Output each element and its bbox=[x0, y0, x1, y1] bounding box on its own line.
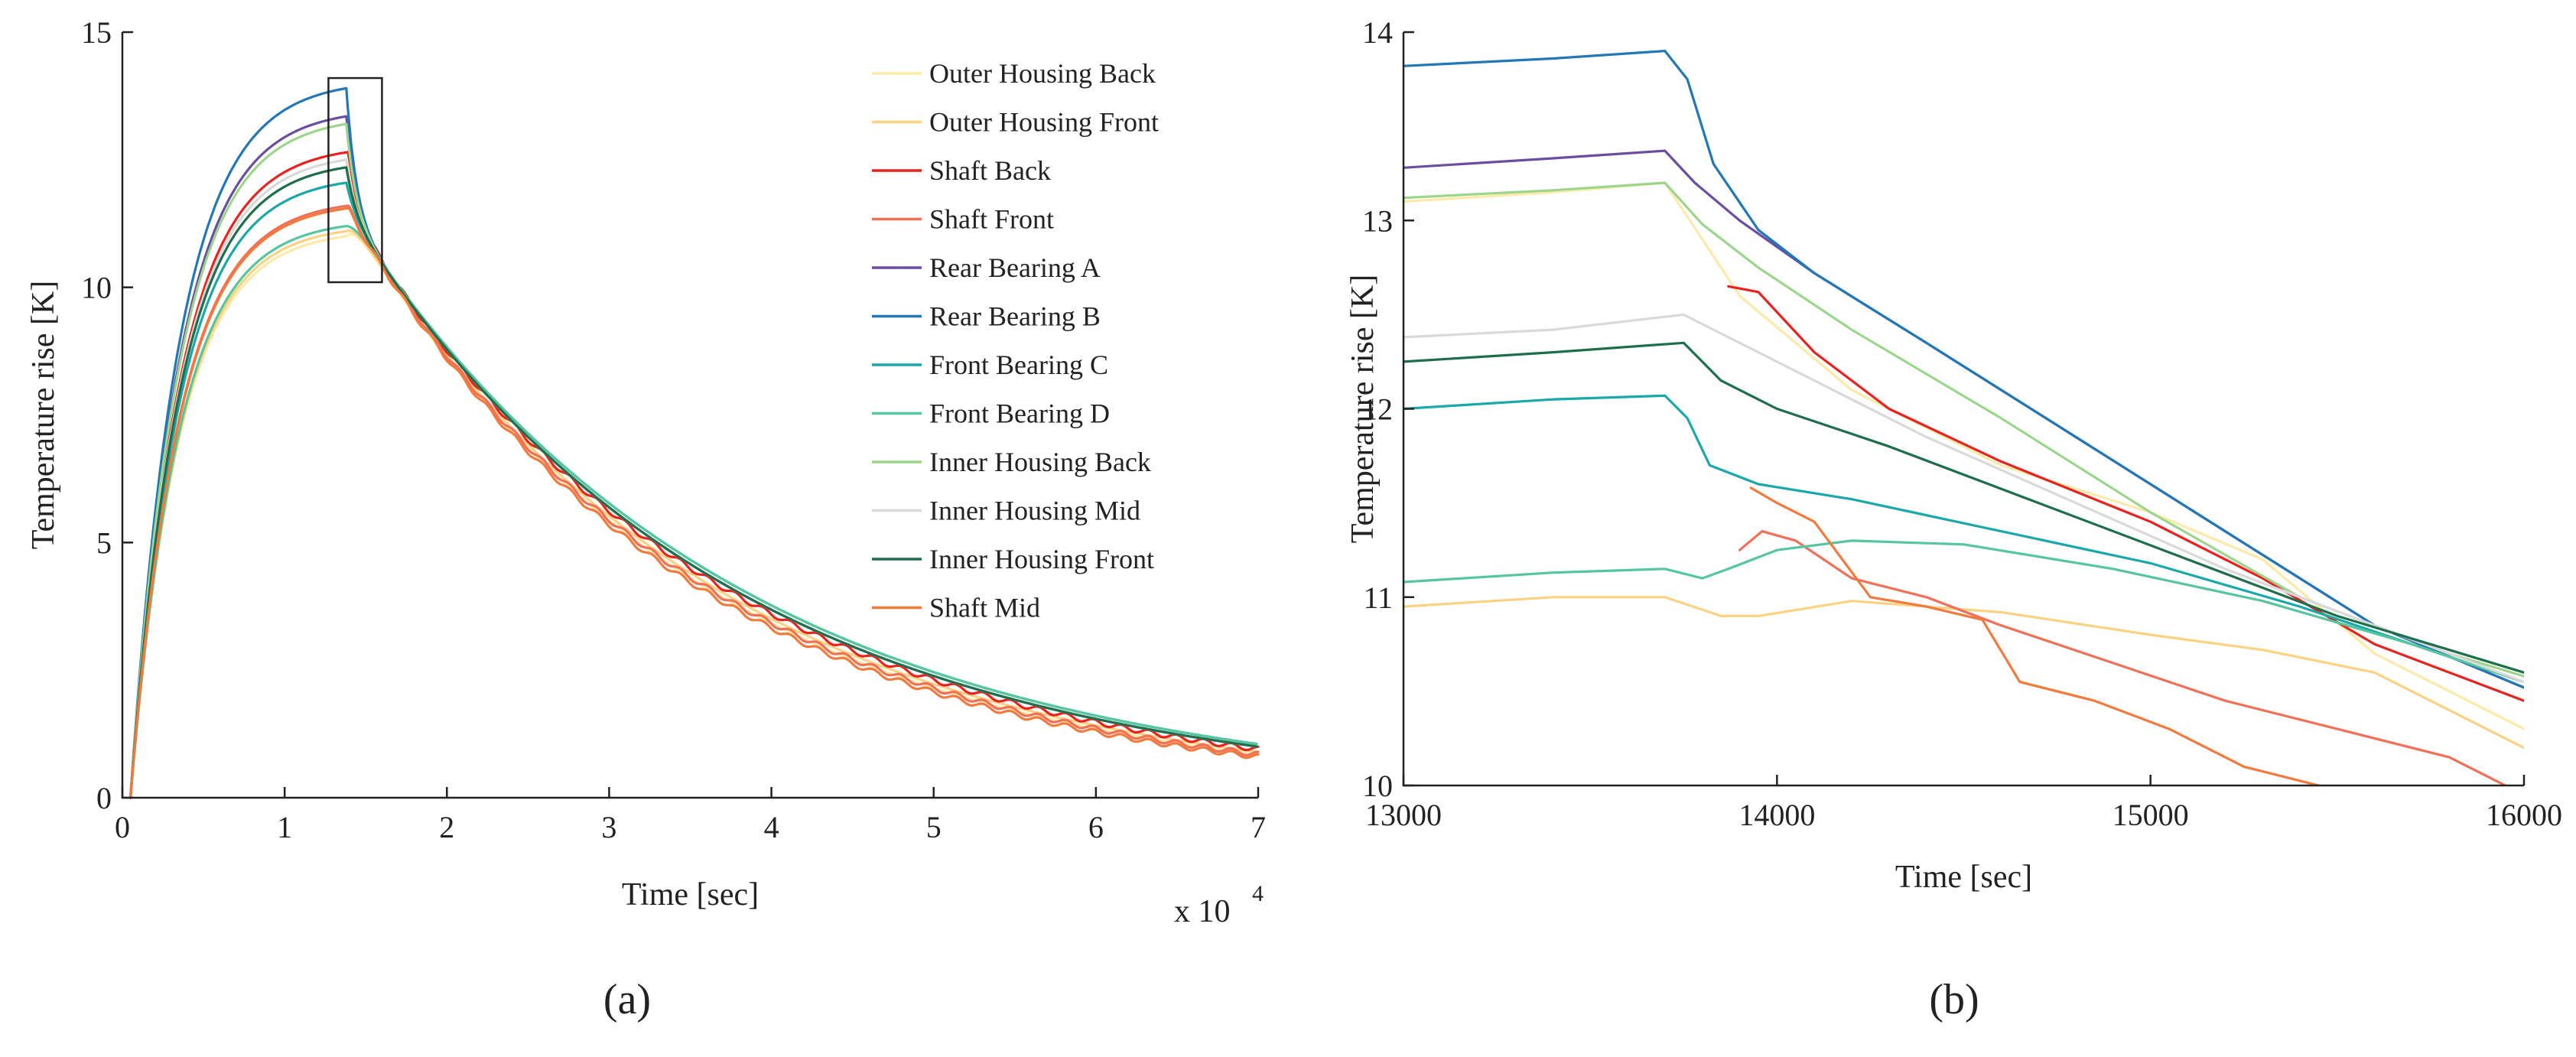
panel-a-legend-label: Inner Housing Front bbox=[929, 544, 1154, 574]
panel-a-zoom-box bbox=[327, 76, 383, 284]
panel-a-legend-item-shaft-back: Shaft Back bbox=[872, 155, 1051, 186]
b-x-tick-label: 14000 bbox=[1738, 798, 1815, 832]
a-x-tick-label: 4 bbox=[764, 810, 779, 844]
a-x-tick-label: 7 bbox=[1251, 810, 1266, 844]
b-y-tick-label: 13 bbox=[1362, 203, 1393, 238]
panel-b-series-inner-housing-mid bbox=[1403, 313, 2524, 684]
panel-a-series-shaft-front bbox=[129, 204, 1260, 799]
a-y-tick-label: 15 bbox=[81, 15, 112, 50]
panel-b-series-front-bearing-d bbox=[1403, 539, 2524, 684]
panel-a-x-multiplier-exponent: 4 bbox=[1252, 881, 1264, 906]
panel-b-series-shaft-mid bbox=[1749, 486, 2320, 785]
a-y-tick-label: 5 bbox=[96, 525, 112, 560]
panel-a-legend-item-inner-housing-front: Inner Housing Front bbox=[872, 544, 1154, 574]
panel-b-series-shaft-front bbox=[1738, 530, 2507, 785]
panel-a-x-multiplier: x 10 4 bbox=[1174, 881, 1264, 929]
panel-b-label: (b) bbox=[1929, 976, 1979, 1023]
panel-a-legend-label: Front Bearing D bbox=[929, 398, 1110, 429]
panel-a-legend-item-front-bearing-d: Front Bearing D bbox=[872, 398, 1110, 429]
panel-b-axes bbox=[1402, 32, 2524, 787]
panel-a-chart: 0 1 2 3 4 5 6 7 0 5 10 15 Time [sec] Temperature ri… bbox=[26, 15, 1266, 929]
panel-a-legend-item-shaft-mid: Shaft Mid bbox=[872, 593, 1040, 623]
b-x-tick-label: 13000 bbox=[1365, 798, 1442, 832]
a-y-tick-label: 10 bbox=[81, 271, 112, 305]
panel-a-ticks: 0 1 2 3 4 5 6 7 0 5 10 15 bbox=[81, 15, 1266, 844]
panel-b-series-outer-housing-back bbox=[1403, 181, 2524, 730]
panel-a-legend-label: Outer Housing Front bbox=[929, 107, 1159, 138]
panel-b-series-rear-bearing-b bbox=[1403, 50, 2524, 689]
panel-a-legend-label: Shaft Front bbox=[929, 204, 1054, 235]
panel-a-legend-item-inner-housing-back: Inner Housing Back bbox=[872, 447, 1151, 477]
panel-a-legend-item-front-bearing-c: Front Bearing C bbox=[872, 350, 1108, 380]
b-x-tick-label: 15000 bbox=[2113, 798, 2189, 832]
panel-b-series-front-bearing-c bbox=[1403, 394, 2524, 684]
panel-a-legend: Outer Housing Back Outer Housing Front Sha… bbox=[872, 58, 1159, 623]
b-y-tick-label: 14 bbox=[1362, 15, 1393, 50]
panel-a-legend-label: Shaft Back bbox=[929, 155, 1051, 186]
b-y-tick-label: 12 bbox=[1362, 392, 1393, 427]
a-x-tick-label: 0 bbox=[115, 810, 130, 844]
panel-a-legend-item-rear-bearing-a: Rear Bearing A bbox=[872, 252, 1101, 283]
panel-b-series-inner-housing-front bbox=[1403, 341, 2524, 674]
a-x-tick-label: 6 bbox=[1088, 810, 1104, 844]
panel-b-x-axis-label: Time [sec] bbox=[1895, 860, 2032, 895]
a-y-tick-label: 0 bbox=[96, 781, 112, 815]
panel-a-legend-label: Inner Housing Back bbox=[929, 447, 1151, 477]
panel-a-legend-label: Outer Housing Back bbox=[929, 58, 1156, 89]
panel-a-legend-label: Shaft Mid bbox=[929, 593, 1040, 623]
a-x-tick-label: 2 bbox=[439, 810, 454, 844]
panel-a-series-shaft-mid bbox=[129, 207, 1260, 799]
panel-a-legend-label: Rear Bearing A bbox=[929, 252, 1101, 283]
b-y-tick-label: 11 bbox=[1363, 581, 1393, 615]
a-x-tick-label: 5 bbox=[926, 810, 942, 844]
panel-b-chart: 13000 14000 15000 16000 10 11 12 13 14 Time [sec… bbox=[1345, 15, 2562, 895]
panel-b-series-outer-housing-front bbox=[1403, 596, 2524, 750]
panel-b-y-axis-label: Temperature rise [K] bbox=[1345, 275, 1381, 544]
panel-a-legend-item-outer-housing-back: Outer Housing Back bbox=[872, 58, 1156, 89]
panel-b-ticks: 13000 14000 15000 16000 10 11 12 13 14 bbox=[1362, 15, 2562, 832]
panel-a-x-axis-label: Time [sec] bbox=[622, 877, 759, 912]
panel-a-series-outer-housing-front bbox=[129, 229, 1258, 799]
panel-a-legend-item-shaft-front: Shaft Front bbox=[872, 204, 1054, 235]
panel-a-legend-item-rear-bearing-b: Rear Bearing B bbox=[872, 301, 1101, 332]
panel-b-series-rear-bearing-a bbox=[1403, 149, 2524, 689]
b-x-tick-label: 16000 bbox=[2486, 798, 2562, 832]
b-y-tick-label: 10 bbox=[1362, 769, 1393, 803]
panel-a-legend-item-outer-housing-front: Outer Housing Front bbox=[872, 107, 1159, 138]
a-x-tick-label: 3 bbox=[601, 810, 616, 844]
panel-b-series-inner-housing-back bbox=[1403, 181, 2524, 678]
panel-a-series-front-bearing-d bbox=[129, 225, 1258, 799]
panel-a-label: (a) bbox=[603, 976, 651, 1023]
panel-a-legend-label: Front Bearing C bbox=[929, 350, 1108, 380]
panel-a-legend-label: Inner Housing Mid bbox=[929, 496, 1140, 526]
panel-b-series-group bbox=[1403, 50, 2524, 785]
panel-a-x-multiplier-base: x 10 bbox=[1174, 894, 1231, 929]
panel-a-y-axis-label: Temperature rise [K] bbox=[26, 281, 61, 550]
a-x-tick-label: 1 bbox=[277, 810, 292, 844]
panel-a-legend-item-inner-housing-mid: Inner Housing Mid bbox=[872, 496, 1140, 526]
panel-a-series-inner-housing-front bbox=[129, 166, 1258, 799]
panel-a-series-group bbox=[129, 86, 1260, 799]
panel-a-series-shaft-back bbox=[129, 151, 1260, 799]
panel-a-legend-label: Rear Bearing B bbox=[929, 301, 1101, 332]
